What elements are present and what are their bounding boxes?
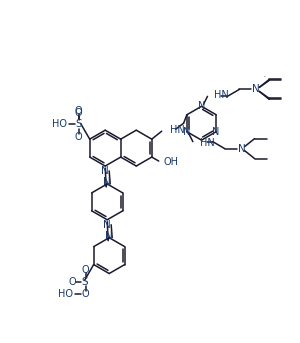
Text: HN: HN — [200, 138, 214, 147]
Text: Et: Et — [263, 76, 265, 77]
Text: N: N — [198, 101, 205, 111]
Text: HO: HO — [52, 119, 67, 129]
Text: HN: HN — [170, 125, 184, 135]
Text: S: S — [75, 119, 82, 129]
Text: O: O — [75, 108, 82, 118]
Text: S: S — [81, 277, 88, 287]
Text: N: N — [183, 127, 190, 137]
Text: OH: OH — [164, 157, 179, 167]
Text: O: O — [75, 132, 82, 142]
Text: N: N — [105, 231, 113, 241]
Text: HO: HO — [58, 289, 73, 299]
Text: HN: HN — [214, 90, 229, 100]
Text: N: N — [103, 220, 111, 230]
Text: N: N — [252, 84, 260, 94]
Text: N: N — [103, 177, 111, 187]
Text: O: O — [69, 277, 76, 287]
Text: N: N — [101, 166, 109, 176]
Text: O: O — [82, 289, 89, 299]
Text: N: N — [238, 144, 245, 154]
Text: O: O — [82, 265, 89, 275]
Text: N: N — [212, 127, 220, 137]
Text: O: O — [75, 106, 82, 116]
